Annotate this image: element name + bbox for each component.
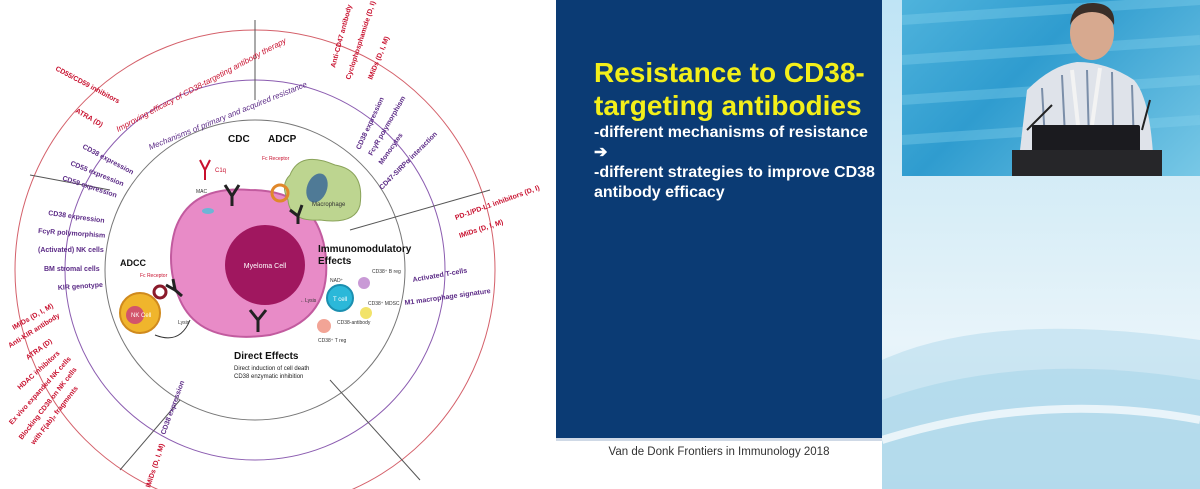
slide-title: Resistance to CD38-targeting antibodies (594, 57, 865, 121)
direct-line1: Direct induction of cell death (234, 366, 309, 372)
macrophage-label: Macrophage (312, 202, 346, 208)
nad-label: NAD⁺ (330, 278, 344, 284)
red-label-4: IMiDs (D, I, M) (367, 36, 391, 81)
purple-label-12: Activated T-cells (412, 267, 468, 284)
fc-receptor-left (152, 284, 168, 300)
myeloma-cell-label: Myeloma Cell (244, 263, 287, 270)
red-label-0: CD55/CD59 inhibitors (54, 66, 121, 106)
adcc-antibody (165, 278, 183, 298)
mac-label: MAC (196, 189, 208, 195)
macrophage-nucleus (306, 173, 328, 203)
inner-ring (104, 119, 406, 421)
microphone-stands (1026, 99, 1151, 131)
spoke-right (349, 189, 491, 231)
red-label-14: IMiDs (D, I, M) (145, 443, 166, 489)
spoke-bottom-left (119, 399, 181, 471)
mdsc-label: CD38⁺ MDSC (368, 301, 400, 307)
outer-ring-label: Improving efficacy of CD38-targeting ant… (115, 36, 289, 134)
red-label-1: ATRA (D) (74, 108, 104, 129)
myeloma-nucleus (225, 225, 305, 305)
t-cell-label: T cell (333, 297, 347, 303)
purple-label-7: CD38 expression (48, 210, 105, 225)
mdsc-cell (360, 307, 372, 319)
citation: Van de Donk Frontiers in Immunology 2018 (608, 446, 830, 458)
slide-body: Resistance to CD38-targeting antibodies … (556, 0, 882, 441)
purple-label-11: KIR genotype (58, 282, 104, 292)
cd38-antibody-label: CD38-antibody (337, 320, 371, 326)
slide: Resistance to CD38-targeting antibodies … (556, 0, 882, 489)
t-cell-shape (326, 284, 354, 312)
purple-label-6: CD47-SIRPα interaction (378, 131, 439, 192)
podium (1012, 150, 1162, 176)
purple-label-14: CD38 expression (160, 380, 186, 436)
spoke-bottom-right (329, 379, 421, 481)
speaker-face (1070, 6, 1114, 60)
wave-highlight (882, 404, 1200, 444)
lysis-left-label: Lysis (178, 320, 190, 326)
nk-cell-nucleus (126, 306, 144, 324)
bullet-item: -different strategies to improve CD38 an… (594, 164, 875, 201)
direct-line2: CD38 enzymatic inhibition (234, 374, 303, 380)
red-label-5: PD-1/PD-L1 inhibitors (D, I) (454, 185, 540, 222)
cdc-label: CDC (228, 134, 250, 145)
treg-label: CD38⁺ T reg (318, 338, 347, 344)
adcp-label: ADCP (268, 134, 297, 145)
video-area (882, 0, 1200, 489)
treg-cell (317, 319, 331, 333)
lanyard (1070, 67, 1102, 126)
mechanism-diagram: Improving efficacy of CD38-targeting ant… (7, 0, 541, 489)
background-waves (882, 328, 1200, 489)
fc-receptor-top (270, 183, 290, 203)
breg-cell (358, 277, 370, 289)
cdc-antibody (223, 184, 241, 206)
c1q-shape (199, 159, 211, 180)
fc-receptor-left-label: Fc Receptor (140, 273, 168, 279)
speaker-hair (1070, 2, 1115, 25)
mechanism-figure: Improving efficacy of CD38-targeting ant… (0, 0, 557, 489)
wave-2 (882, 368, 1200, 489)
slide-bullets: -different mechanisms of resistance ➔ -d… (594, 123, 880, 203)
red-label-2: Anti-CD47 antibody (330, 4, 354, 69)
fc-receptor-top-label: Fc Receptor (262, 156, 290, 162)
adcp-antibody (289, 204, 304, 224)
purple-label-10: BM stromal cells (44, 266, 100, 273)
breg-label: CD38⁺ B reg (372, 269, 401, 275)
backdrop-stripes (902, 0, 1200, 145)
direct-antibody (248, 309, 268, 332)
lysis-left-arrow (154, 319, 191, 339)
speaker-video[interactable] (902, 0, 1200, 176)
immunomodulatory-label-2: Effects (318, 256, 352, 267)
mac-pore (202, 208, 214, 214)
direct-effects-label: Direct Effects (234, 351, 299, 362)
bullet-item: -different mechanisms of resistance ➔ (594, 124, 868, 161)
lysis-right-label: ←Lysis (300, 298, 317, 304)
c1q-label: C1q (215, 168, 226, 174)
spoke-left (29, 174, 111, 191)
purple-label-13: M1 macrophage signature (404, 288, 491, 307)
purple-label-8: FcγR polymorphism (38, 228, 106, 240)
purple-label-9: (Activated) NK cells (38, 247, 104, 254)
adcc-label: ADCC (120, 258, 146, 268)
speaker-illustration (902, 0, 1200, 176)
immunomodulatory-label: Immunomodulatory (318, 244, 412, 255)
nk-cell-label: NK Cell (131, 313, 151, 319)
red-label-6: IMiDs (D, I, M) (458, 219, 504, 240)
